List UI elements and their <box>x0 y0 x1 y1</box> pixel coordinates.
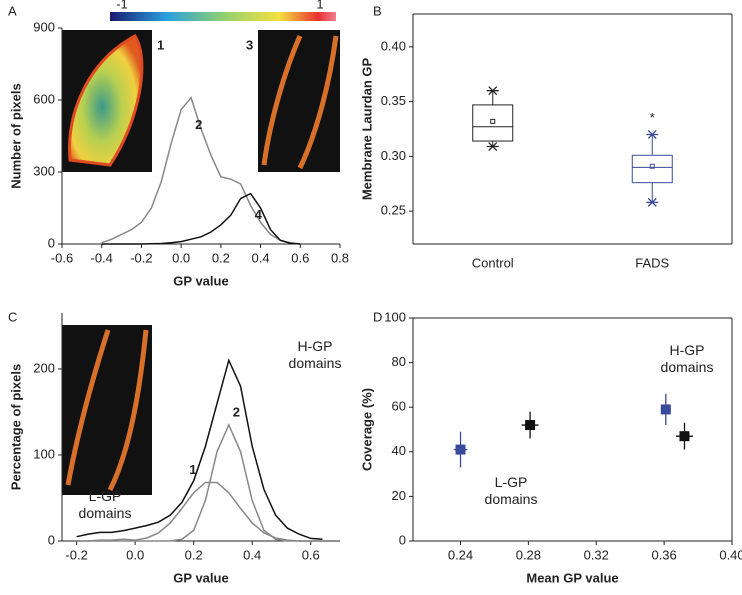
point <box>679 431 690 442</box>
significance: * <box>650 110 655 125</box>
extreme <box>646 130 659 139</box>
y-tick-label: 20 <box>392 488 406 503</box>
annotation-box: H-GP domains <box>660 342 714 375</box>
point <box>525 420 536 431</box>
x-tick-label: 0.2 <box>185 547 203 562</box>
x-tick-label: -0.2 <box>65 547 87 562</box>
extreme <box>486 142 499 151</box>
y-tick-label: 0 <box>48 235 55 250</box>
annotation: H-GP domains <box>288 338 342 371</box>
x-tick-label: 0.6 <box>291 250 309 265</box>
x-tick-label: 0.4 <box>243 547 261 562</box>
panel-label: D <box>373 309 382 324</box>
line <box>76 481 323 542</box>
y-tick-label: 0.35 <box>381 93 406 108</box>
x-tick-label: 0.28 <box>516 547 541 562</box>
mean <box>649 163 655 169</box>
panel-label: C <box>8 309 17 324</box>
y-tick-label: 0 <box>399 532 406 547</box>
point <box>455 444 466 455</box>
y-tick-label: 0.25 <box>381 203 406 218</box>
line <box>101 192 301 245</box>
curve-label: 2 <box>233 404 240 419</box>
y-axis-label: Coverage (%) <box>359 388 374 471</box>
y-tick-label: 100 <box>384 309 406 324</box>
y-tick-label: 0.40 <box>381 38 406 53</box>
x-tick-label: 0.6 <box>302 547 320 562</box>
colorbar-label: -1 <box>116 0 128 11</box>
y-tick-label: 60 <box>392 399 406 414</box>
y-tick-label: 80 <box>392 354 406 369</box>
panel-label: B <box>373 3 382 18</box>
annotation: H-GP domains <box>660 342 714 375</box>
y-axis-label: Membrane Laurdan GP <box>359 58 374 201</box>
x-axis-label: GP value <box>173 570 228 585</box>
y-tick-label: 0.30 <box>381 148 406 163</box>
colorbar <box>110 12 336 21</box>
y-axis-label: Percentage of pixels <box>8 364 23 490</box>
y-tick-label: 600 <box>33 91 55 106</box>
y-tick-label: 40 <box>392 443 406 458</box>
colorbar-label: 1 <box>316 0 323 11</box>
line <box>76 422 323 542</box>
image-label: 3 <box>246 37 253 52</box>
line <box>101 96 301 245</box>
annotation-box: L-GP domains <box>78 488 132 521</box>
micrograph <box>62 325 152 495</box>
y-tick-label: 300 <box>33 163 55 178</box>
x-tick-label: 0.0 <box>126 547 144 562</box>
curve-label: 4 <box>255 207 263 222</box>
x-tick-label: 0.24 <box>448 547 473 562</box>
micrograph <box>62 30 152 172</box>
annotation: L-GP domains <box>484 474 538 507</box>
x-tick-label: -0.2 <box>130 250 152 265</box>
curve-label: 2 <box>195 117 202 132</box>
image-label: 1 <box>157 37 164 52</box>
x-tick-label: 0.32 <box>584 547 609 562</box>
x-tick-label: FADS <box>635 255 669 270</box>
curve-label: 1 <box>189 462 196 477</box>
x-axis-label: Mean GP value <box>526 570 618 585</box>
x-tick-label: 0.8 <box>331 250 349 265</box>
y-tick-label: 900 <box>33 19 55 34</box>
point <box>660 404 671 415</box>
line <box>76 358 323 541</box>
annotation: L-GP domains <box>78 488 132 521</box>
extreme <box>486 86 499 96</box>
y-tick-label: 0 <box>48 532 55 547</box>
extreme <box>646 197 659 207</box>
x-tick-label: 0.2 <box>212 250 230 265</box>
box <box>631 154 673 184</box>
x-tick-label: 0.40 <box>719 547 742 562</box>
x-tick-label: 0.36 <box>651 547 676 562</box>
y-tick-label: 100 <box>33 446 55 461</box>
annotation-box: L-GP domains <box>484 474 538 507</box>
box <box>472 104 514 142</box>
x-tick-label: -0.6 <box>51 250 73 265</box>
x-tick-label: 0.4 <box>252 250 270 265</box>
panel-label: A <box>8 3 17 18</box>
y-axis-label: Number of pixels <box>8 83 23 188</box>
x-axis-label: GP value <box>173 273 228 288</box>
y-tick-label: 200 <box>33 360 55 375</box>
annotation-box: H-GP domains <box>288 338 342 371</box>
x-tick-label: -0.4 <box>91 250 113 265</box>
mean <box>490 118 496 124</box>
x-tick-label: 0.0 <box>172 250 190 265</box>
micrograph <box>258 30 340 172</box>
x-tick-label: Control <box>472 255 514 270</box>
